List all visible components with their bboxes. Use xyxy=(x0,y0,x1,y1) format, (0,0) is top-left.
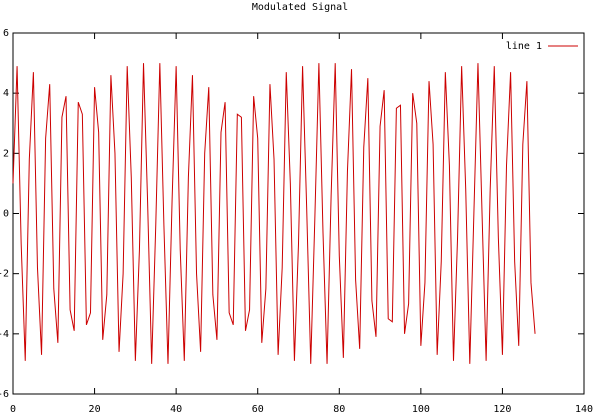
y-tick-label: -4 xyxy=(0,329,9,340)
y-tick-label: -6 xyxy=(0,389,9,400)
x-tick-label: 140 xyxy=(575,404,593,415)
y-tick-label: 6 xyxy=(3,28,9,39)
x-tick-label: 40 xyxy=(170,404,182,415)
y-tick-label: 4 xyxy=(3,88,9,99)
x-tick-label: 120 xyxy=(493,404,511,415)
y-tick-label: -2 xyxy=(0,269,9,280)
series-line xyxy=(12,63,536,364)
x-tick-label: 100 xyxy=(412,404,430,415)
x-tick-label: 0 xyxy=(10,404,16,415)
chart-title: Modulated Signal xyxy=(252,2,348,13)
x-tick-label: 60 xyxy=(252,404,264,415)
plot-frame xyxy=(12,32,585,395)
y-tick-label: 0 xyxy=(3,209,9,220)
x-tick-label: 80 xyxy=(333,404,345,415)
legend-label: line 1 xyxy=(506,41,542,52)
y-tick-label: 2 xyxy=(3,148,9,159)
x-tick-label: 20 xyxy=(89,404,101,415)
